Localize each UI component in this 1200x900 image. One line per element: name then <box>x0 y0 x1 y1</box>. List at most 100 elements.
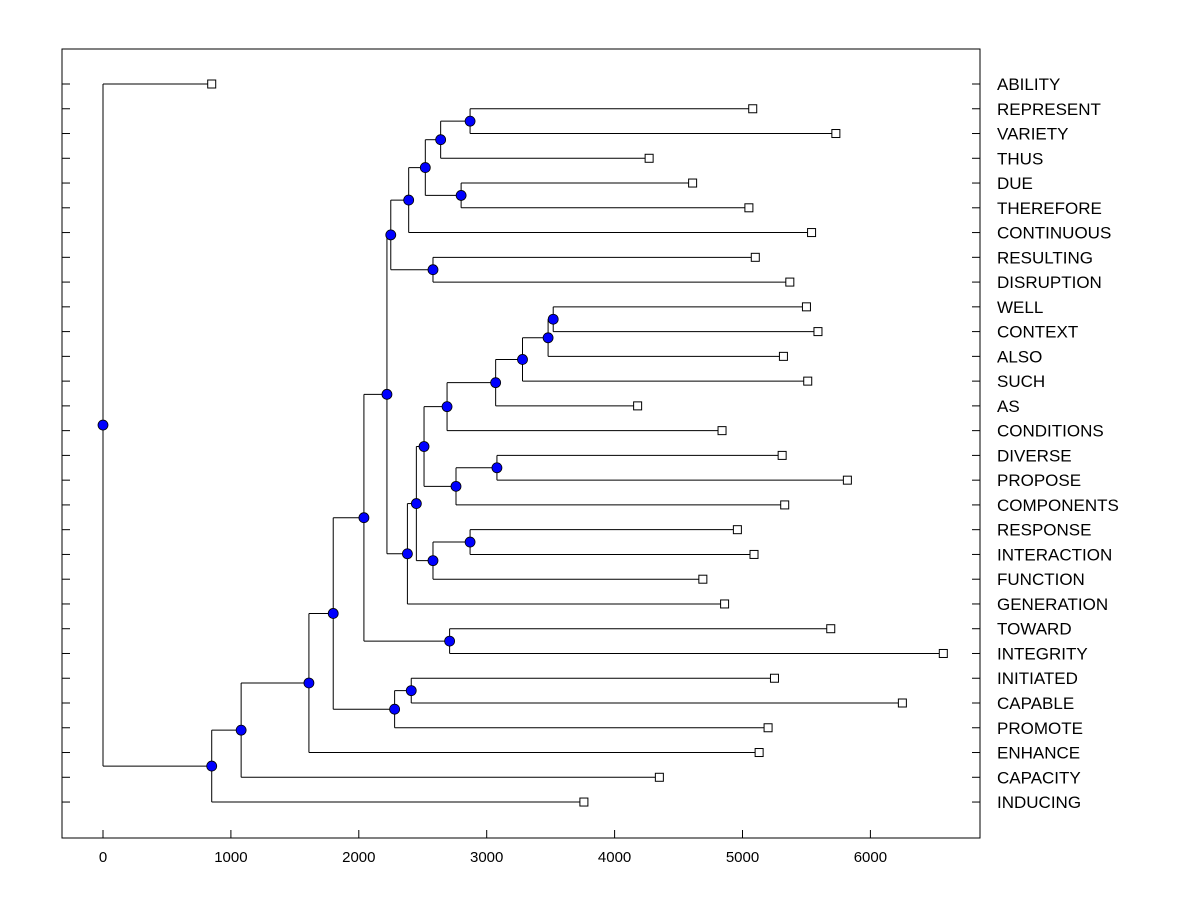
plot-frame <box>61 48 981 839</box>
x-axis: 0 1000 2000 3000 4000 5000 6000 <box>99 830 887 866</box>
leaf-label: INTEGRITY <box>997 644 1088 663</box>
leaf-marker <box>654 772 664 782</box>
leaf-marker <box>698 574 708 584</box>
leaf-marker <box>579 797 589 807</box>
leaf-marker <box>754 748 764 758</box>
leaf-marker <box>826 624 836 634</box>
leaf-label: GENERATION <box>997 595 1108 614</box>
merge-nodes <box>97 115 559 772</box>
merge-node <box>385 229 397 241</box>
leaf-marker <box>769 673 779 683</box>
merge-node <box>427 555 439 567</box>
merge-node <box>542 332 554 344</box>
x-tick-label: 5000 <box>726 849 759 866</box>
x-tick-label: 4000 <box>598 849 631 866</box>
leaf-label: INDUCING <box>997 793 1081 812</box>
leaf-label: CONTEXT <box>997 323 1078 342</box>
merge-node <box>444 635 456 647</box>
merge-node <box>464 536 476 548</box>
x-tick-label: 6000 <box>854 849 887 866</box>
leaf-marker <box>807 228 817 238</box>
leaf-marker <box>688 178 698 188</box>
leaf-label: PROMOTE <box>997 719 1083 738</box>
leaf-marker <box>785 277 795 287</box>
leaf-label: RESULTING <box>997 248 1093 267</box>
merge-node <box>450 480 462 492</box>
merge-node <box>547 313 559 325</box>
x-tick-label: 3000 <box>470 849 503 866</box>
leaf-marker <box>801 302 811 312</box>
merge-node <box>303 677 315 689</box>
leaf-marker <box>780 500 790 510</box>
leaf-label: FUNCTION <box>997 570 1085 589</box>
leaf-marker <box>633 401 643 411</box>
leaf-label: RESPONSE <box>997 521 1091 540</box>
leaf-labels: ABILITY REPRESENT VARIETY THUS DUE THEREFORE C… <box>997 75 1119 812</box>
leaf-label: INTERACTION <box>997 545 1112 564</box>
leaf-marker <box>813 327 823 337</box>
leaf-label: ENHANCE <box>997 744 1080 763</box>
merge-node <box>381 388 393 400</box>
leaf-label: DUE <box>997 174 1033 193</box>
merge-node <box>435 134 447 146</box>
x-tick-label: 2000 <box>342 849 375 866</box>
x-tick-label: 1000 <box>214 849 247 866</box>
leaf-label: TOWARD <box>997 620 1072 639</box>
leaf-label: CAPABLE <box>997 694 1074 713</box>
leaf-marker <box>749 549 759 559</box>
leaf-marker <box>831 129 841 139</box>
leaf-marker <box>720 599 730 609</box>
leaf-label: INITIATED <box>997 669 1078 688</box>
y-tick-marks <box>62 83 980 803</box>
leaf-marker <box>744 203 754 213</box>
merge-node <box>490 377 502 389</box>
leaf-label: SUCH <box>997 372 1045 391</box>
leaf-label: DIVERSE <box>997 446 1072 465</box>
branch-lines <box>102 83 944 803</box>
leaf-marker <box>778 351 788 361</box>
leaf-label: COMPONENTS <box>997 496 1119 515</box>
leaf-marker <box>763 723 773 733</box>
leaf-label: THUS <box>997 149 1043 168</box>
merge-node <box>206 760 218 772</box>
merge-node <box>402 548 413 560</box>
leaf-label: CONDITIONS <box>997 422 1104 441</box>
leaf-label: DISRUPTION <box>997 273 1102 292</box>
merge-node <box>403 194 415 206</box>
leaf-marker <box>750 252 760 262</box>
leaf-label: THEREFORE <box>997 199 1102 218</box>
leaf-label: CONTINUOUS <box>997 224 1111 243</box>
merge-node <box>327 608 339 619</box>
merge-node <box>517 354 528 365</box>
merge-node <box>427 264 439 276</box>
merge-node <box>419 162 431 173</box>
merge-node <box>455 190 467 201</box>
x-tick-label: 0 <box>99 849 107 866</box>
leaf-label: AS <box>997 397 1020 416</box>
merge-node <box>418 441 430 452</box>
leaf-label: PROPOSE <box>997 471 1081 490</box>
leaf-label: ALSO <box>997 347 1042 366</box>
leaf-marker <box>717 426 727 436</box>
leaf-label: CAPACITY <box>997 768 1081 787</box>
leaf-marker <box>897 698 907 708</box>
leaf-marker <box>732 525 742 535</box>
merge-node <box>389 703 401 715</box>
merge-node <box>235 724 247 736</box>
leaf-label: WELL <box>997 298 1043 317</box>
leaf-marker <box>644 153 654 163</box>
leaf-label: ABILITY <box>997 75 1060 94</box>
leaf-marker <box>207 79 217 89</box>
leaf-marker <box>777 450 787 460</box>
leaf-marker <box>803 376 813 386</box>
merge-node <box>441 401 453 413</box>
leaf-marker <box>842 475 852 485</box>
leaf-marker <box>748 104 758 114</box>
merge-node <box>464 115 476 127</box>
merge-node <box>491 462 503 474</box>
leaf-markers <box>207 79 948 807</box>
merge-node <box>358 512 370 524</box>
leaf-label: VARIETY <box>997 125 1068 144</box>
merge-node <box>405 685 417 697</box>
